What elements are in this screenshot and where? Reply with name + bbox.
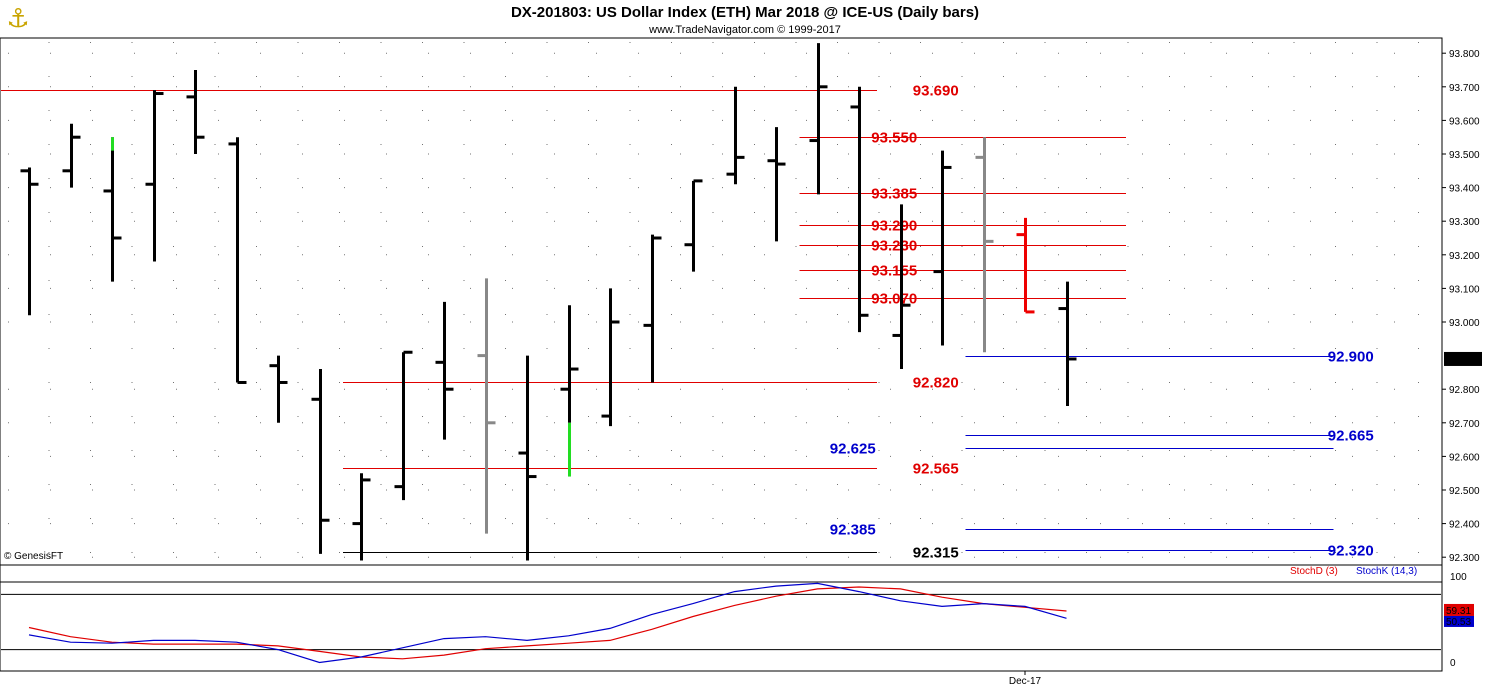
last-price-label: 92.890 <box>1447 355 1478 366</box>
stoch-legend-d: StochD (3) <box>1290 566 1338 577</box>
price-axis-label: 93.400 <box>1449 184 1480 195</box>
level-label: 92.625 <box>830 441 876 458</box>
ohlc-bar <box>186 70 205 154</box>
price-grid <box>8 42 1436 580</box>
stochastic-panel: StochD (3) StochK (14,3) <box>1 566 1441 664</box>
price-axis-label: 92.800 <box>1449 385 1480 396</box>
level-label: 93.230 <box>871 238 917 255</box>
last-price-marker <box>1444 351 1482 366</box>
ohlc-bar <box>228 137 247 384</box>
level-label: 92.565 <box>913 461 959 478</box>
price-bars <box>20 43 1077 561</box>
ohlc-bar <box>20 167 39 316</box>
price-levels: 93.690 93.550 93.385 93.290 93.230 93.155 93.0… <box>1 83 1374 562</box>
level-label: 92.315 <box>913 545 959 562</box>
stoch-series-line <box>28 582 1067 664</box>
level-label: 93.155 <box>871 263 917 280</box>
ohlc-bar <box>103 137 122 282</box>
ohlc-bar <box>684 179 703 272</box>
price-axis-label: 92.400 <box>1449 520 1480 531</box>
price-axis-label: 93.200 <box>1449 251 1480 262</box>
ohlc-bar <box>311 369 330 554</box>
x-axis-label: Dec-17 <box>1009 676 1042 687</box>
price-axis-label: 92.500 <box>1449 486 1480 497</box>
stoch-k-marker <box>1444 615 1474 627</box>
price-axis-label: 92.600 <box>1449 452 1480 463</box>
level-label: 93.690 <box>913 83 959 100</box>
level-label: 92.385 <box>830 522 876 539</box>
ohlc-bar <box>809 43 828 195</box>
price-axis-label: 93.300 <box>1449 217 1480 228</box>
ohlc-bar <box>975 137 994 353</box>
ohlc-bar <box>352 473 371 561</box>
price-panel-border <box>0 37 1443 583</box>
price-axis: 92.300 92.400 92.500 92.600 92.700 92.800 93.0… <box>1442 49 1482 564</box>
level-label: 92.900 <box>1328 349 1374 366</box>
ohlc-bar <box>1058 281 1077 406</box>
ohlc-bar <box>477 278 496 534</box>
stoch-panel-border <box>0 564 1443 672</box>
stoch-legend-k: StochK (14,3) <box>1356 566 1417 577</box>
ohlc-bar <box>726 86 745 185</box>
stoch-axis-label: 0 <box>1450 658 1456 669</box>
chart-subtitle: www.TradeNavigator.com © 1999-2017 <box>648 24 841 36</box>
copyright-label: © GenesisFT <box>4 551 63 562</box>
price-axis-label: 93.800 <box>1449 49 1480 60</box>
stoch-axis-label: 100 <box>1450 572 1467 583</box>
ohlc-bar <box>767 127 786 242</box>
ohlc-bar <box>145 90 164 262</box>
price-axis-label: 92.300 <box>1449 553 1480 564</box>
ohlc-bar <box>518 355 537 561</box>
ohlc-bar <box>601 288 620 427</box>
anchor-icon: ⚓ <box>6 4 29 34</box>
price-axis-label: 93.100 <box>1449 284 1480 295</box>
price-axis-label: 93.500 <box>1449 150 1480 161</box>
stoch-k-value: 50.53 <box>1446 617 1471 628</box>
chart-title: DX-201803: US Dollar Index (ETH) Mar 201… <box>511 4 979 21</box>
ohlc-bar <box>933 150 952 346</box>
ohlc-bar <box>643 234 662 383</box>
stoch-d-value: 59.31 <box>1446 606 1471 617</box>
stoch-d-marker <box>1444 603 1474 616</box>
ohlc-bar <box>1016 217 1035 314</box>
price-axis-label: 92.700 <box>1449 419 1480 430</box>
x-axis: Dec-17Jan-18 <box>1009 671 1042 687</box>
ohlc-bar <box>62 123 81 188</box>
ohlc-bar <box>435 301 454 440</box>
ohlc-bar <box>394 350 413 501</box>
level-label: 93.385 <box>871 186 917 203</box>
logo: ⚓ <box>0 0 36 36</box>
price-axis-label: 93.600 <box>1449 116 1480 127</box>
stoch-series-line <box>28 586 1067 660</box>
price-axis-label: 93.000 <box>1449 318 1480 329</box>
level-label: 92.320 <box>1328 543 1374 560</box>
level-label: 93.290 <box>871 218 917 235</box>
level-label: 92.665 <box>1328 428 1374 445</box>
level-label: 93.070 <box>871 291 917 308</box>
ohlc-bar <box>269 355 288 423</box>
ohlc-bar <box>560 305 579 423</box>
price-axis-label: 93.700 <box>1449 83 1480 94</box>
level-label: 92.820 <box>913 375 959 392</box>
level-label: 93.550 <box>871 130 917 147</box>
ohlc-bar <box>892 204 911 370</box>
ohlc-bar <box>850 86 869 333</box>
